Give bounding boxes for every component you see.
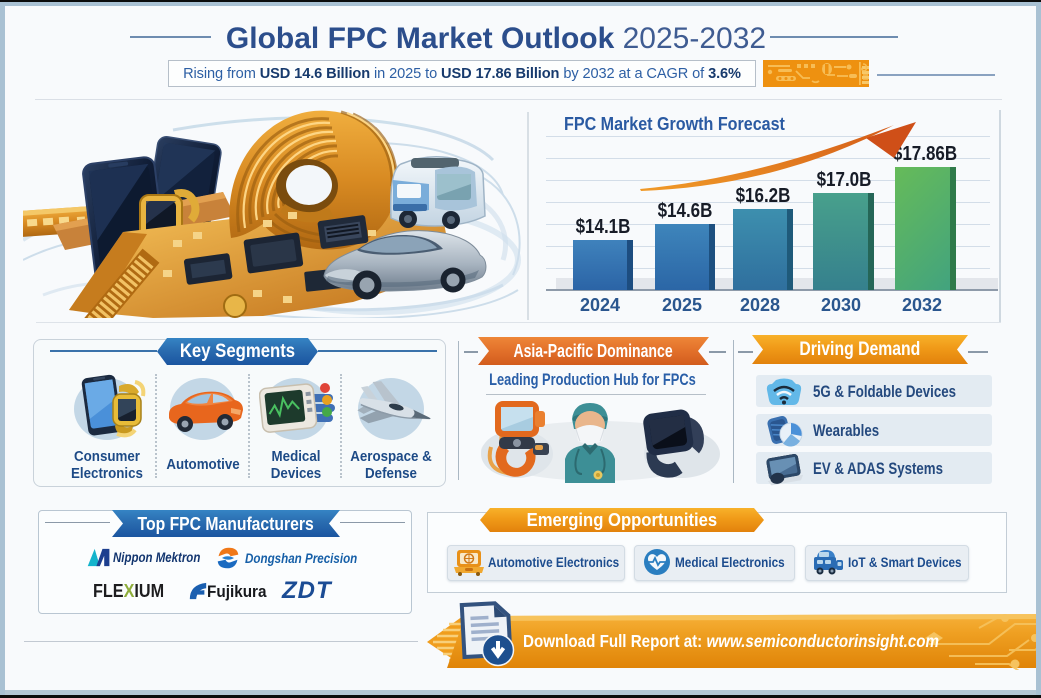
svg-text:Download Full Report at: www.s: Download Full Report at: www.semiconduct… — [523, 631, 939, 651]
